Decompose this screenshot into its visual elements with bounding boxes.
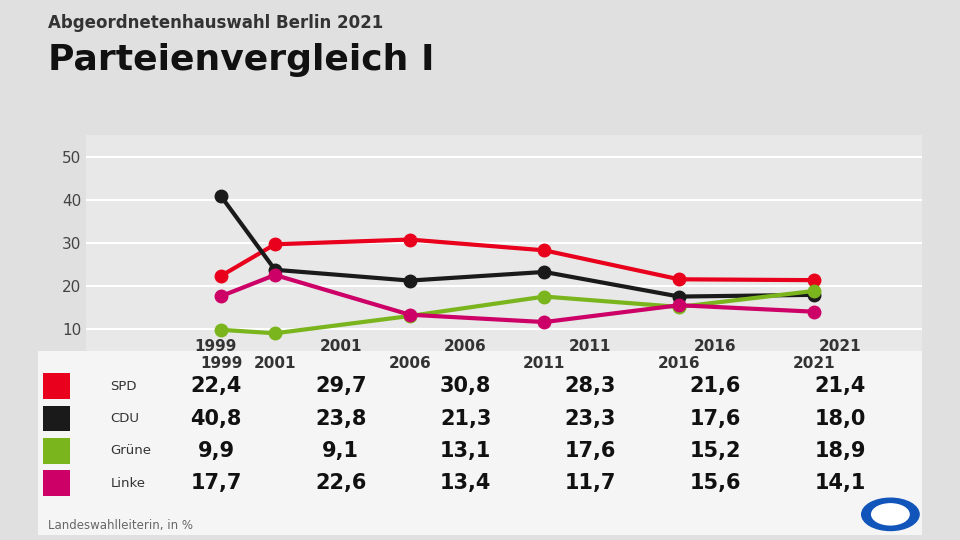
Text: 29,7: 29,7 bbox=[315, 376, 367, 396]
Text: 28,3: 28,3 bbox=[564, 376, 616, 396]
Text: 9,1: 9,1 bbox=[323, 441, 359, 461]
Text: Parteienvergleich I: Parteienvergleich I bbox=[48, 43, 435, 77]
Text: Linke: Linke bbox=[110, 477, 145, 490]
Text: 2021: 2021 bbox=[819, 339, 861, 354]
Text: 40,8: 40,8 bbox=[190, 408, 242, 429]
Text: 23,3: 23,3 bbox=[564, 408, 616, 429]
Text: 13,4: 13,4 bbox=[440, 473, 492, 494]
Text: Landeswahlleiterin, in %: Landeswahlleiterin, in % bbox=[48, 519, 193, 532]
Text: 22,6: 22,6 bbox=[315, 473, 367, 494]
Text: 13,1: 13,1 bbox=[440, 441, 492, 461]
Text: 17,7: 17,7 bbox=[190, 473, 242, 494]
Text: SPD: SPD bbox=[110, 380, 137, 393]
Text: 11,7: 11,7 bbox=[564, 473, 616, 494]
Text: 14,1: 14,1 bbox=[814, 473, 866, 494]
Text: 18,0: 18,0 bbox=[814, 408, 866, 429]
Text: 2001: 2001 bbox=[320, 339, 362, 354]
Text: 15,6: 15,6 bbox=[689, 473, 741, 494]
Text: 2011: 2011 bbox=[569, 339, 612, 354]
Text: 2006: 2006 bbox=[444, 339, 487, 354]
Text: 21,3: 21,3 bbox=[440, 408, 492, 429]
Text: 18,9: 18,9 bbox=[814, 441, 866, 461]
Text: Abgeordnetenhauswahl Berlin 2021: Abgeordnetenhauswahl Berlin 2021 bbox=[48, 14, 383, 31]
Text: 15,2: 15,2 bbox=[689, 441, 741, 461]
Circle shape bbox=[862, 498, 919, 530]
Text: 17,6: 17,6 bbox=[689, 408, 741, 429]
Text: 17,6: 17,6 bbox=[564, 441, 616, 461]
Text: 22,4: 22,4 bbox=[190, 376, 242, 396]
Text: 30,8: 30,8 bbox=[440, 376, 492, 396]
Text: 21,6: 21,6 bbox=[689, 376, 741, 396]
Text: 9,9: 9,9 bbox=[198, 441, 234, 461]
Text: 23,8: 23,8 bbox=[315, 408, 367, 429]
Circle shape bbox=[872, 504, 909, 525]
Text: CDU: CDU bbox=[110, 412, 139, 425]
Text: 21,4: 21,4 bbox=[814, 376, 866, 396]
Text: Grüne: Grüne bbox=[110, 444, 152, 457]
Text: 2016: 2016 bbox=[694, 339, 736, 354]
Text: 1999: 1999 bbox=[195, 339, 237, 354]
